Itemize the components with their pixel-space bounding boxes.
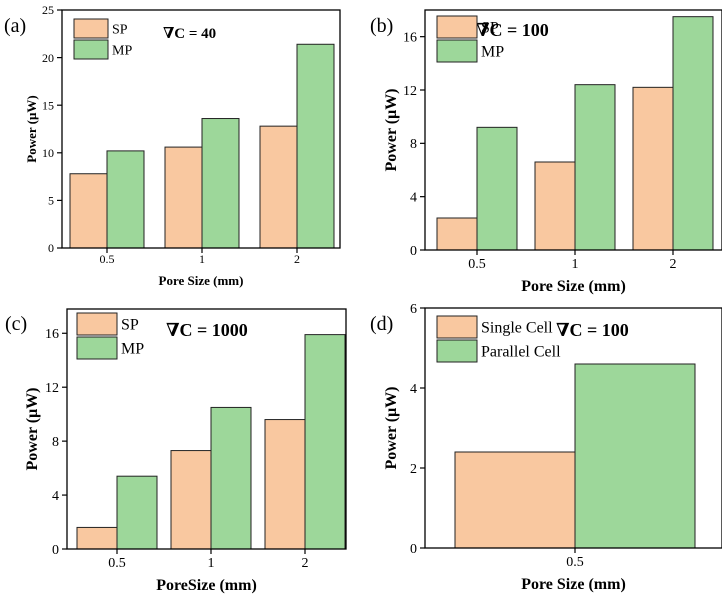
- y-tick-label: 4: [410, 191, 417, 206]
- plot-frame: [424, 9, 722, 251]
- bar-sp-0.5: [69, 173, 108, 249]
- y-tick-label: 4: [52, 489, 59, 504]
- y-tick-label: 0: [410, 244, 417, 259]
- bar-sp-2: [259, 125, 298, 249]
- legend-label-single-cell: Single Cell: [481, 320, 553, 337]
- x-tick-label: 1: [208, 556, 215, 571]
- legend-swatch-parallel-cell: [436, 339, 478, 363]
- plot-frame: [424, 307, 722, 549]
- legend-swatch-mp: [436, 39, 478, 63]
- bar-mp-1: [574, 84, 616, 251]
- chart-title: ∇C = 1000: [166, 320, 248, 340]
- x-tick-label: 0.5: [566, 555, 584, 570]
- y-tick-label: 8: [410, 137, 417, 152]
- bar-parallel-cell-0.5: [574, 363, 696, 549]
- y-axis-label: Power (μW): [383, 387, 400, 470]
- y-axis-label: Power (μW): [383, 89, 400, 172]
- legend-swatch-sp: [76, 312, 118, 336]
- y-tick-label: 20: [42, 51, 54, 65]
- x-tick-label: 2: [294, 252, 300, 266]
- legend-swatch-sp: [436, 15, 478, 39]
- y-tick-label: 10: [42, 146, 54, 160]
- legend-swatch-single-cell: [436, 315, 478, 339]
- bar-mp-2: [296, 43, 335, 249]
- y-tick-label: 5: [48, 194, 54, 208]
- legend-label-sp: SP: [481, 20, 499, 37]
- y-tick-label: 6: [410, 302, 417, 317]
- legend-swatch-sp: [73, 18, 109, 39]
- y-tick-label: 0: [410, 542, 417, 557]
- legend-swatch-mp: [73, 39, 109, 60]
- y-tick-label: 12: [403, 84, 417, 99]
- x-tick-label: 2: [670, 257, 677, 272]
- bar-mp-1: [201, 118, 240, 249]
- y-tick-label: 0: [48, 241, 54, 255]
- legend-label-sp: SP: [121, 317, 139, 334]
- y-tick-label: 8: [52, 435, 59, 450]
- y-tick-label: 25: [42, 3, 54, 17]
- bar-sp-1: [534, 161, 576, 251]
- y-tick-label: 15: [42, 98, 54, 112]
- panel-letter: (c): [5, 313, 27, 335]
- bar-sp-2: [264, 419, 306, 550]
- y-axis-label: Power (μW): [24, 95, 39, 162]
- bar-mp-1: [210, 406, 252, 550]
- y-tick-label: 12: [45, 381, 59, 396]
- bar-mp-2: [672, 16, 714, 251]
- chart-title: ∇C = 100: [476, 20, 549, 40]
- plot-frame: [66, 308, 347, 550]
- bar-mp-0.5: [476, 126, 518, 251]
- y-tick-label: 16: [403, 31, 417, 46]
- bar-sp-1: [170, 450, 212, 550]
- chart-title: ∇C = 40: [163, 26, 216, 42]
- x-tick-label: 0.5: [108, 556, 126, 571]
- bar-sp-0.5: [436, 217, 478, 251]
- panel-letter: (a): [4, 15, 26, 37]
- legend-label-mp: MP: [112, 43, 132, 58]
- x-tick-label: 0.5: [100, 252, 115, 266]
- legend-label-mp: MP: [481, 44, 504, 61]
- y-tick-label: 4: [410, 382, 417, 397]
- bar-mp-0.5: [106, 150, 145, 249]
- bar-single-cell-0.5: [454, 451, 576, 549]
- y-axis-label: Power (μW): [24, 388, 41, 471]
- panel-letter: (d): [370, 313, 393, 335]
- legend-swatch-mp: [76, 336, 118, 360]
- legend-label-mp: MP: [121, 341, 144, 358]
- x-axis-label: Pore Size (mm): [159, 273, 244, 288]
- panel-letter: (b): [370, 15, 393, 37]
- x-tick-label: 0.5: [468, 257, 486, 272]
- legend-label-sp: SP: [112, 22, 128, 37]
- panel-a: 0 5 10 15 20 25 0.5 1 2 Pore Size (mm) Power (μW) (…: [4, 3, 341, 288]
- legend-label-parallel-cell: Parallel Cell: [481, 344, 561, 361]
- y-tick-label: 16: [45, 327, 59, 342]
- y-tick-label: 0: [52, 543, 59, 558]
- plot-frame: [61, 9, 341, 249]
- x-tick-label: 1: [572, 257, 579, 272]
- bar-mp-0.5: [116, 475, 158, 550]
- bar-sp-0.5: [76, 526, 118, 550]
- bar-sp-1: [164, 146, 203, 249]
- x-axis-label: Pore Size (mm): [521, 278, 626, 295]
- x-tick-label: 2: [302, 556, 309, 571]
- chart-title: ∇C = 100: [556, 320, 629, 340]
- bar-mp-2: [304, 334, 346, 550]
- x-tick-label: 1: [199, 252, 205, 266]
- y-tick-label: 2: [410, 462, 417, 477]
- bar-sp-2: [632, 86, 674, 251]
- panel-d: 0 2 4 6 0.5 Pore Size (mm) Power (μW) (d) ∇C = 1…: [370, 302, 722, 593]
- x-axis-label: Pore Size (mm): [521, 576, 626, 593]
- x-axis-label: PoreSize (mm): [156, 577, 257, 594]
